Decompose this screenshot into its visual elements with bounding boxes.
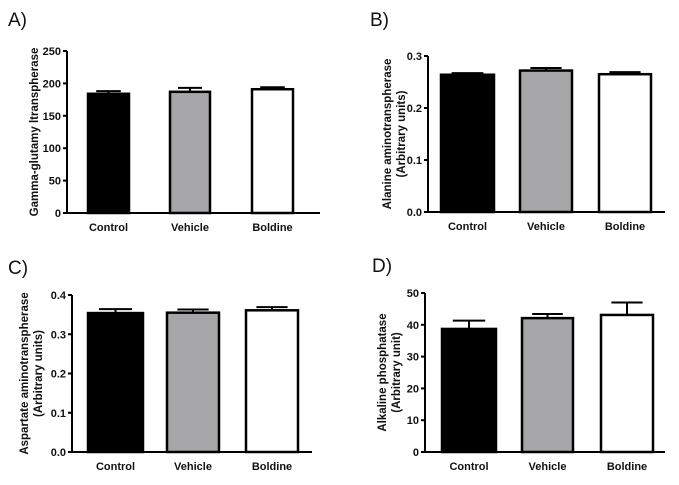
- x-tick-label: Boldine: [605, 221, 645, 233]
- y-tick-label: 0.0: [51, 447, 66, 459]
- x-tick-label: Vehicle: [171, 222, 209, 234]
- panel-label: D): [372, 256, 392, 277]
- bar-control: [86, 92, 131, 215]
- bar-vehicle: [168, 90, 212, 215]
- x-tick-label: Control: [89, 222, 128, 234]
- x-tick-label: Boldine: [607, 461, 647, 473]
- bar-control: [86, 311, 145, 454]
- y-tick-label: 250: [43, 46, 61, 58]
- bar-vehicle: [165, 311, 221, 454]
- x-tick-label: Control: [448, 221, 487, 233]
- y-axis-label: Gamma-glutamy ltranspherase: [29, 48, 41, 217]
- y-tick-label: 0: [413, 447, 419, 459]
- bar-control: [440, 327, 498, 454]
- x-tick-label: Vehicle: [174, 461, 212, 473]
- y-tick-label: 0.0: [407, 207, 422, 219]
- y-axis-label: (Arbitrary units): [396, 90, 408, 177]
- y-tick-label: 0.3: [51, 329, 66, 341]
- bar-boldine: [599, 313, 655, 454]
- y-tick-label: 200: [43, 78, 61, 90]
- y-axis-label: Aspartate aminotranspherase: [19, 292, 31, 454]
- x-tick-label: Vehicle: [529, 461, 567, 473]
- bar-vehicle: [520, 316, 575, 454]
- y-axis-label: Alanine aminotranspherase: [382, 59, 394, 210]
- y-tick-label: 0.2: [51, 369, 66, 381]
- chart-panel-a: A) Control Vehicle Boldine 0 50 100 150 200 250Ga…: [8, 10, 320, 234]
- y-tick-label: 0.4: [51, 290, 67, 302]
- panel-label: B): [370, 10, 389, 31]
- chart-panel-c: C) Control Vehicle Boldine 0.0 0.1 0.2 0.3 0.4 As…: [8, 258, 312, 473]
- y-tick-label: 20: [407, 383, 419, 395]
- y-tick-label: 150: [43, 111, 61, 123]
- bar-control: [439, 73, 496, 214]
- y-tick-label: 50: [49, 176, 61, 188]
- y-tick-label: 0.3: [407, 51, 422, 63]
- y-tick-label: 0: [55, 208, 61, 220]
- y-tick-label: 10: [407, 415, 419, 427]
- y-tick-label: 40: [407, 320, 419, 332]
- y-tick-label: 0.2: [407, 103, 422, 115]
- y-tick-label: 0.1: [51, 408, 66, 420]
- x-tick-label: Vehicle: [527, 221, 565, 233]
- bar-boldine: [597, 72, 653, 214]
- y-axis-label: (Arbitrary units): [33, 330, 45, 417]
- x-tick-label: Boldine: [252, 461, 292, 473]
- x-tick-label: Control: [96, 461, 135, 473]
- bar-boldine: [250, 87, 295, 215]
- chart-panel-d: D) Control Vehicle Boldine 0 10 20 30 40 50 Alkali…: [372, 256, 665, 473]
- y-tick-label: 30: [407, 352, 419, 364]
- y-axis-label: (Arbitrary unit): [391, 332, 403, 413]
- y-axis-label: Alkaline phosphatase: [377, 313, 389, 431]
- panel-label: C): [8, 258, 28, 279]
- y-tick-label: 50: [407, 288, 419, 300]
- panel-label: A): [8, 10, 27, 31]
- bar-vehicle: [518, 69, 574, 214]
- y-tick-label: 0.1: [407, 155, 422, 167]
- x-tick-label: Boldine: [252, 222, 292, 234]
- x-tick-label: Control: [449, 461, 488, 473]
- y-tick-label: 100: [43, 143, 61, 155]
- bar-boldine: [244, 309, 300, 454]
- chart-panel-b: B) Control Vehicle Boldine 0.0 0.1 0.2 0.3 Alani…: [370, 10, 665, 233]
